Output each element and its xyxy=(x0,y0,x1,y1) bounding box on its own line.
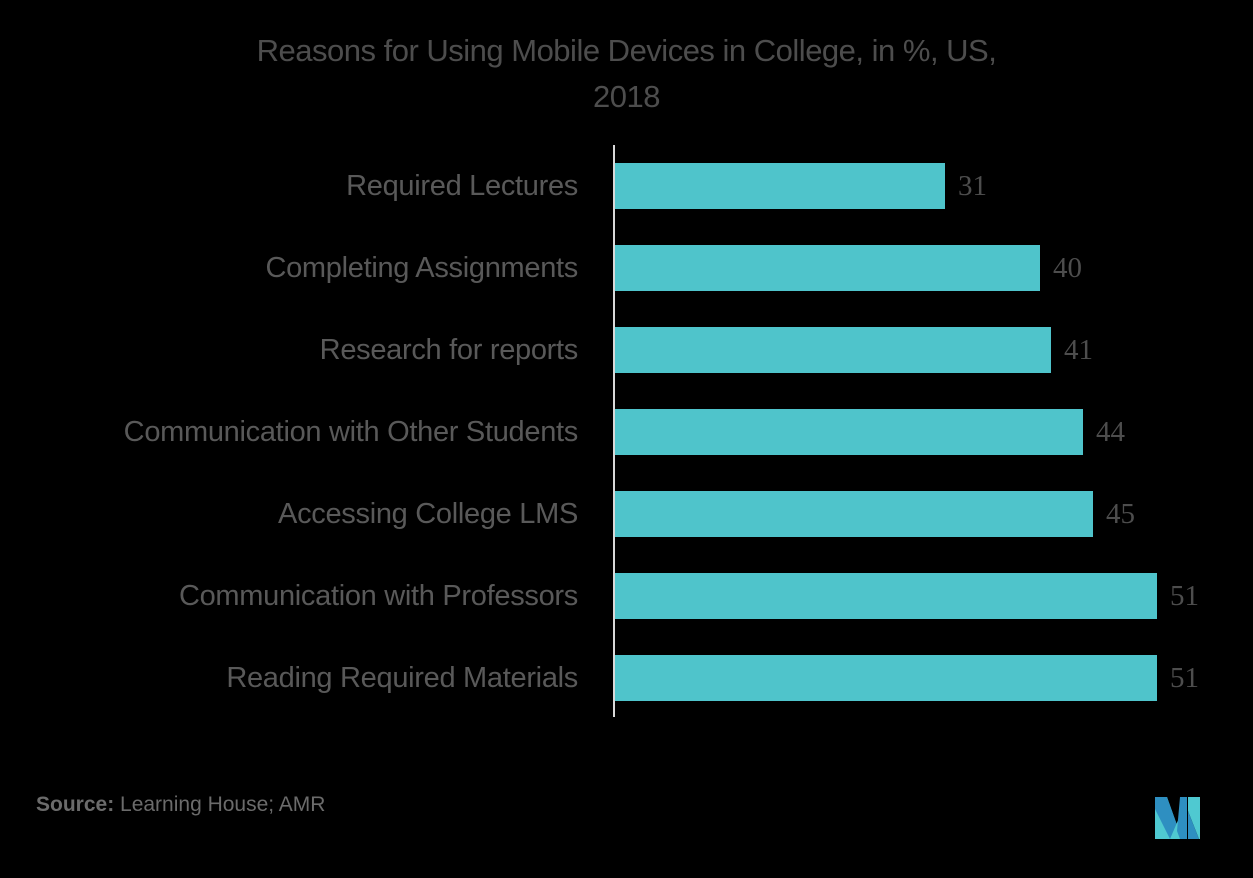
value-label: 41 xyxy=(1064,334,1093,366)
y-axis-line xyxy=(613,145,615,717)
value-label: 31 xyxy=(958,170,987,202)
value-label: 40 xyxy=(1053,252,1082,284)
bar xyxy=(615,327,1051,373)
value-label: 51 xyxy=(1170,662,1199,694)
value-label: 45 xyxy=(1106,498,1135,530)
category-label: Communication with Other Students xyxy=(123,416,579,448)
chart-title-line1: Reasons for Using Mobile Devices in Coll… xyxy=(256,33,997,68)
bar xyxy=(615,163,945,209)
category-label: Research for reports xyxy=(319,334,579,366)
category-label: Accessing College LMS xyxy=(278,498,578,530)
bar-row: Accessing College LMS 45 xyxy=(0,491,1253,537)
chart-title-line2: 2018 xyxy=(593,79,660,114)
category-label: Reading Required Materials xyxy=(226,662,578,694)
bar xyxy=(615,491,1093,537)
bar-row: Completing Assignments 40 xyxy=(0,245,1253,291)
source-note: Source: Learning House; AMR xyxy=(36,793,325,817)
bar-row: Communication with Other Students 44 xyxy=(0,409,1253,455)
bar-row: Research for reports 41 xyxy=(0,327,1253,373)
value-label: 44 xyxy=(1096,416,1125,448)
category-label: Completing Assignments xyxy=(265,252,578,284)
bar xyxy=(615,245,1040,291)
mordor-logo-icon xyxy=(1155,797,1200,839)
source-label: Source: xyxy=(36,793,115,816)
bar-row: Reading Required Materials 51 xyxy=(0,655,1253,701)
bar xyxy=(615,655,1157,701)
chart-title: Reasons for Using Mobile Devices in Coll… xyxy=(0,28,1253,120)
category-label: Communication with Professors xyxy=(178,580,578,612)
source-text: Learning House; AMR xyxy=(114,793,326,816)
bar-row: Communication with Professors 51 xyxy=(0,573,1253,619)
category-label: Required Lectures xyxy=(346,170,578,202)
value-label: 51 xyxy=(1170,580,1199,612)
bar xyxy=(615,573,1157,619)
bar xyxy=(615,409,1083,455)
bar-row: Required Lectures 31 xyxy=(0,163,1253,209)
